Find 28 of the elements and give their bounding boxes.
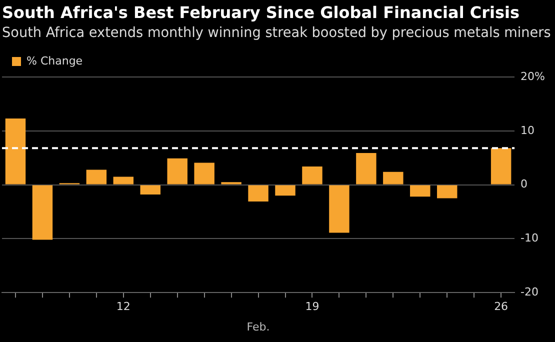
y-tick-label: 20% xyxy=(520,70,546,83)
chart-subtitle: South Africa extends monthly winning streak boosted by precious metals miners xyxy=(2,25,551,42)
bar xyxy=(329,185,350,233)
bar xyxy=(113,176,134,184)
bar xyxy=(436,185,458,198)
bar xyxy=(410,185,430,197)
x-tick-label: 19 xyxy=(305,300,320,314)
bar xyxy=(356,153,376,184)
bar xyxy=(5,118,26,184)
bar xyxy=(140,185,160,194)
y-tick-label: -10 xyxy=(520,232,539,245)
bar xyxy=(86,170,107,184)
y-tick-label: 10 xyxy=(520,124,535,137)
x-tick-label: 12 xyxy=(116,300,130,314)
bar xyxy=(383,172,404,184)
chart-title: South Africa's Best February Since Global Financial Crisis xyxy=(2,2,520,22)
legend-label: % Change xyxy=(26,54,83,68)
x-tick-label: 26 xyxy=(494,300,508,314)
bar xyxy=(248,185,268,202)
bar xyxy=(490,148,512,184)
bar xyxy=(194,162,214,184)
bar xyxy=(302,166,322,184)
y-tick-label: 0 xyxy=(520,178,528,191)
bar xyxy=(167,158,188,184)
x-axis-title: Feb. xyxy=(246,320,270,334)
y-tick-label: -20 xyxy=(520,285,539,298)
bar xyxy=(32,185,53,240)
bar xyxy=(275,185,296,196)
